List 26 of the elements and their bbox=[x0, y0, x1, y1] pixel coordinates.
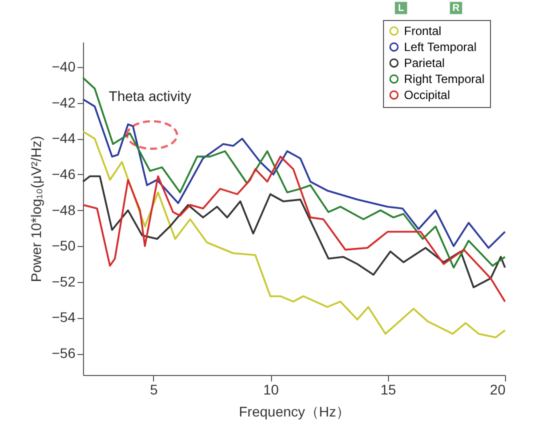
x-tick-label: 10 bbox=[263, 382, 280, 398]
y-tick-label: −50 bbox=[52, 238, 76, 254]
y-tick-label: −46 bbox=[52, 166, 76, 182]
x-tick-label: 15 bbox=[380, 382, 396, 398]
legend-label: Frontal bbox=[404, 24, 442, 38]
x-tick-label: 20 bbox=[490, 382, 506, 398]
x-tick-label: 5 bbox=[150, 382, 158, 398]
legend-label: Right Temporal bbox=[404, 72, 484, 86]
y-tick-label: −40 bbox=[52, 58, 76, 75]
y-tick-label: −44 bbox=[52, 130, 76, 146]
annotation: Theta activity bbox=[108, 88, 192, 104]
line-series bbox=[82, 156, 506, 302]
y-tick-label: −54 bbox=[52, 309, 76, 326]
x-axis-title: Frequency（Hz） bbox=[238, 404, 350, 420]
legend-label: Parietal bbox=[404, 56, 445, 70]
text: L bbox=[398, 3, 404, 14]
y-tick-label: −56 bbox=[52, 345, 76, 362]
y-tick-label: −42 bbox=[52, 94, 76, 110]
legend-label: Occipital bbox=[404, 88, 450, 102]
legend-label: Left Temporal bbox=[404, 40, 476, 54]
text: R bbox=[452, 3, 460, 14]
line-series bbox=[82, 175, 506, 288]
y-tick-label: −48 bbox=[52, 202, 76, 218]
y-tick-label: −52 bbox=[52, 273, 76, 290]
y-axis-title: Power 10*log₁₀(μV²/Hz) bbox=[28, 136, 44, 282]
line-series bbox=[82, 130, 506, 338]
